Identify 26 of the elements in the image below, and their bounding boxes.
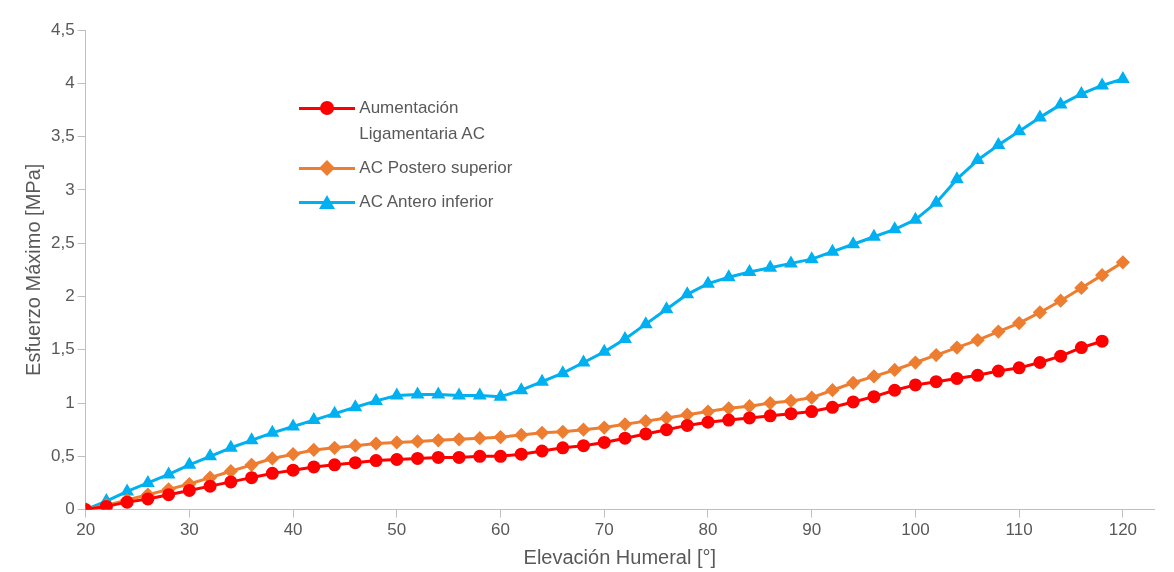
x-tick-label: 80 — [698, 520, 718, 540]
x-tick-label: 110 — [1005, 520, 1033, 540]
y-tick-label: 3 — [65, 179, 75, 199]
y-tick-label: 2 — [65, 286, 75, 306]
x-tick-label: 20 — [76, 520, 96, 540]
y-axis-title: Esfuerzo Máximo [MPa] — [21, 163, 44, 376]
x-tick-label: 70 — [594, 520, 614, 540]
x-tick-label: 100 — [901, 520, 930, 540]
x-tick-label: 60 — [491, 520, 510, 540]
y-tick-label: 0 — [65, 499, 75, 519]
x-tick-label: 30 — [179, 520, 199, 540]
x-tick-label: 50 — [387, 520, 407, 540]
legend-label: Aumentación Ligamentaria AC — [359, 97, 486, 146]
y-tick-label: 1 — [65, 392, 75, 412]
y-tick-label: 4,5 — [50, 19, 75, 39]
x-tick-label: 120 — [1108, 520, 1138, 540]
y-tick-label: 2,5 — [50, 232, 75, 252]
x-axis-title: Elevación Humeral [°] — [523, 545, 717, 568]
y-tick-label: 3,5 — [50, 126, 75, 146]
y-tick-label: 1,5 — [50, 339, 75, 359]
y-tick-label: 4 — [65, 72, 75, 92]
x-tick-label: 40 — [283, 520, 303, 540]
x-tick-label: 90 — [802, 520, 822, 540]
legend-label: AC Postero superior — [359, 157, 513, 180]
legend-label: AC Antero inferior — [359, 191, 494, 214]
y-tick-label: 0,5 — [50, 446, 75, 465]
